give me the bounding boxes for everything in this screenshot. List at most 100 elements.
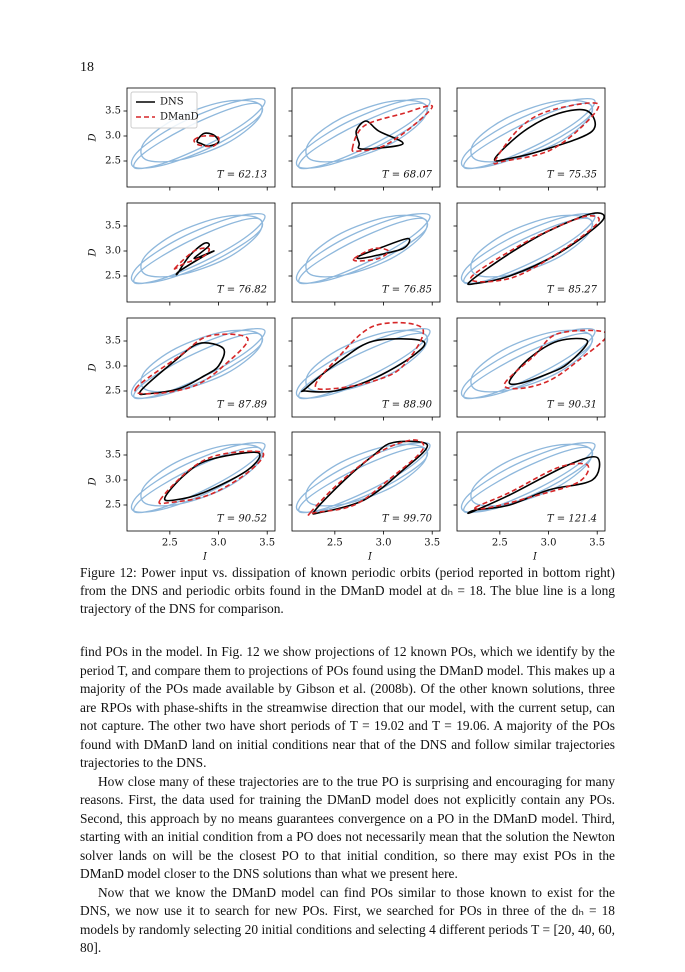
- axes-frame: [126, 317, 276, 418]
- x-axis-label: I: [202, 552, 208, 561]
- legend-label: DNS: [160, 97, 184, 108]
- long-trajectory: [130, 213, 266, 285]
- axes-frame: [291, 317, 441, 418]
- long-trajectory: [295, 328, 431, 400]
- plot-area: [295, 439, 431, 516]
- axes-frame: [456, 431, 606, 532]
- dmand-orbit: [314, 321, 425, 391]
- plot-area: [130, 328, 266, 400]
- x-tick-label: 3.0: [211, 538, 227, 549]
- long-trajectory: [460, 98, 596, 170]
- dns-orbit: [508, 337, 589, 386]
- y-axis-label: D: [88, 363, 99, 372]
- period-annotation: T = 88.90: [382, 400, 433, 411]
- dmand-orbit: [474, 462, 590, 510]
- axes-frame: [456, 87, 606, 188]
- long-trajectory: [460, 213, 596, 285]
- body-text: find POs in the model. In Fig. 12 we sho…: [80, 643, 615, 958]
- period-annotation: T = 68.07: [382, 170, 433, 181]
- paragraph: How close many of these trajectories are…: [80, 773, 615, 882]
- plot-area: [130, 442, 266, 514]
- x-tick-label: 3.5: [424, 538, 440, 549]
- x-tick-label: 3.0: [376, 538, 392, 549]
- x-axis-label: I: [367, 552, 373, 561]
- y-tick-label: 3.5: [105, 450, 121, 461]
- dmand-orbit: [307, 439, 425, 516]
- dns-orbit: [196, 132, 220, 147]
- long-trajectory: [295, 213, 431, 285]
- dmand-orbit: [469, 215, 600, 283]
- axes-frame: [456, 317, 606, 418]
- y-tick-label: 2.5: [105, 500, 121, 511]
- paragraph: Now that we know the DManD model can fin…: [80, 884, 615, 956]
- axes-frame: [126, 202, 276, 303]
- dns-orbit: [467, 455, 601, 515]
- dmand-orbit: [193, 135, 220, 148]
- x-axis-label: I: [532, 552, 538, 561]
- period-annotation: T = 90.52: [217, 514, 267, 525]
- plot-area: [130, 213, 266, 285]
- plot-area: [295, 321, 431, 400]
- plot-area: [460, 98, 600, 170]
- axes-frame: [456, 202, 606, 303]
- axes-frame: [126, 87, 276, 188]
- period-annotation: T = 85.27: [547, 285, 598, 296]
- y-axis-label: D: [88, 477, 99, 486]
- long-trajectory: [130, 328, 266, 400]
- dns-orbit: [300, 338, 426, 393]
- plot-area: [295, 213, 431, 285]
- period-annotation: T = 87.89: [217, 400, 268, 411]
- long-trajectory: [295, 98, 431, 170]
- figure-caption: Figure 12: Power input vs. dissipation o…: [80, 565, 615, 617]
- plot-area: [460, 212, 605, 286]
- long-trajectory: [130, 98, 266, 170]
- x-tick-label: 2.5: [327, 538, 343, 549]
- dns-orbit: [355, 120, 404, 150]
- y-axis-label: D: [88, 248, 99, 257]
- dmand-orbit: [158, 450, 265, 505]
- legend-label: DManD: [160, 112, 199, 123]
- x-tick-label: 3.5: [589, 538, 605, 549]
- dmand-orbit: [351, 104, 434, 153]
- long-trajectory: [460, 328, 596, 400]
- dns-orbit: [163, 451, 261, 502]
- period-annotation: T = 76.82: [217, 285, 267, 296]
- y-tick-label: 3.0: [105, 361, 121, 372]
- period-annotation: T = 99.70: [382, 514, 433, 525]
- axes-frame: [291, 202, 441, 303]
- long-trajectory: [295, 442, 431, 514]
- x-tick-label: 3.5: [259, 538, 275, 549]
- axes-frame: [126, 431, 276, 532]
- plot-area: [130, 98, 266, 170]
- x-tick-label: 2.5: [492, 538, 508, 549]
- axes-frame: [291, 431, 441, 532]
- y-tick-label: 3.0: [105, 246, 121, 257]
- dmand-orbit: [134, 333, 249, 395]
- y-tick-label: 3.0: [105, 475, 121, 486]
- y-tick-label: 3.5: [105, 221, 121, 232]
- dns-orbit: [312, 440, 429, 515]
- y-axis-label: D: [88, 133, 99, 142]
- paragraph: find POs in the model. In Fig. 12 we sho…: [80, 644, 615, 770]
- period-annotation: T = 121.4: [547, 514, 597, 525]
- y-tick-label: 2.5: [105, 271, 121, 282]
- dns-orbit: [467, 212, 605, 286]
- long-trajectory: [130, 442, 266, 514]
- plot-area: [460, 442, 601, 515]
- y-tick-label: 3.5: [105, 336, 121, 347]
- y-tick-label: 3.0: [105, 131, 121, 142]
- plot-area: [460, 328, 605, 400]
- period-annotation: T = 76.85: [382, 285, 432, 296]
- long-trajectory: [460, 442, 596, 514]
- axes-frame: [291, 87, 441, 188]
- period-annotation: T = 75.35: [547, 170, 597, 181]
- plot-area: [295, 98, 434, 170]
- x-tick-label: 3.0: [541, 538, 557, 549]
- dmand-orbit: [503, 329, 605, 390]
- figure: 2.5 3.0 3.5 D T = 62.13 DNS DManD T = 68.07 T = …: [88, 87, 606, 561]
- x-tick-label: 2.5: [162, 538, 178, 549]
- y-tick-label: 2.5: [105, 156, 121, 167]
- y-tick-label: 2.5: [105, 386, 121, 397]
- page-number: 18: [80, 60, 94, 75]
